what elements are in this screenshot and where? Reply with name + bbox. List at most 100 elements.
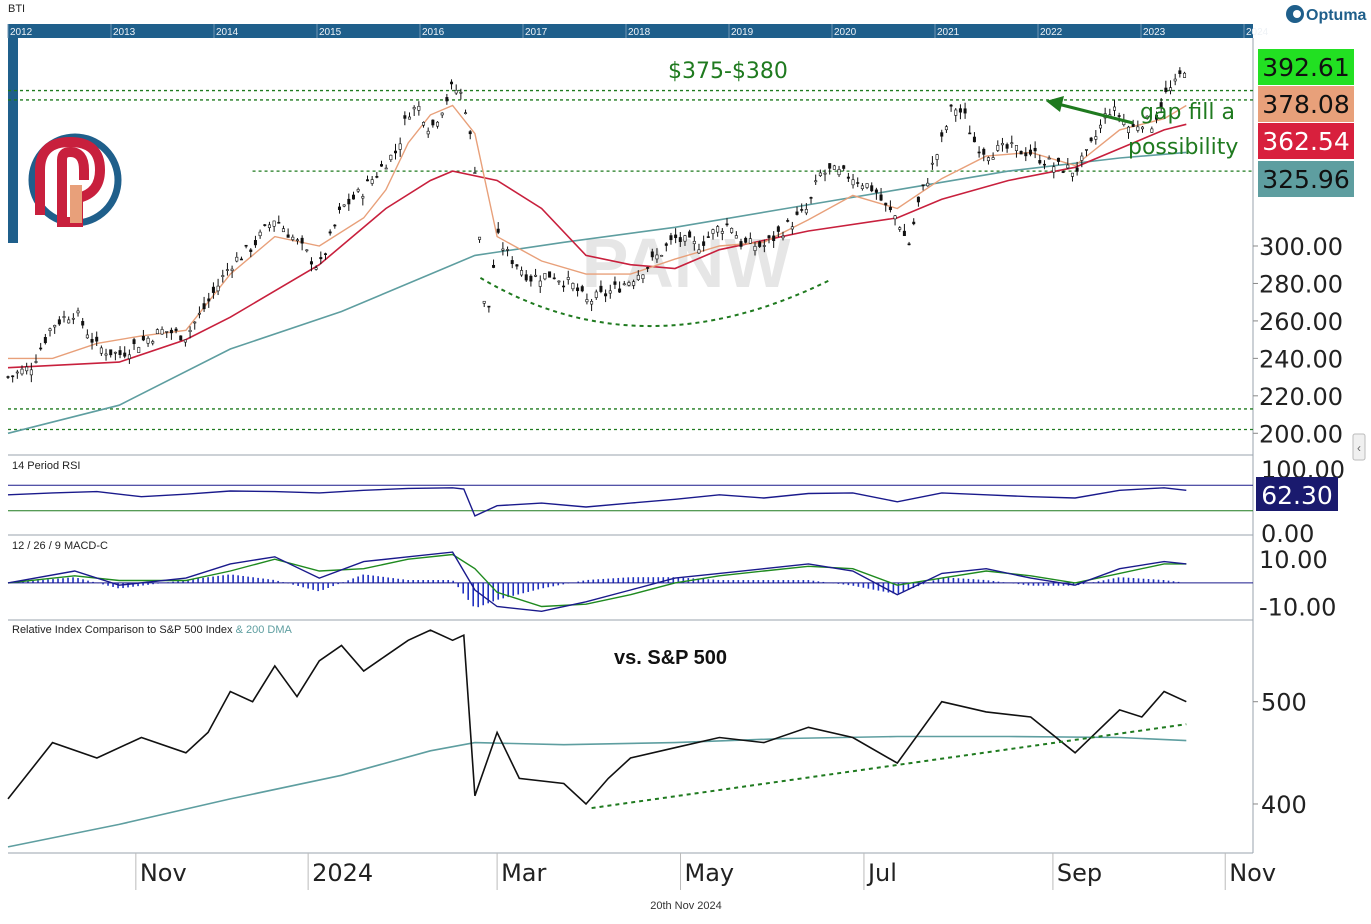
candle-body xyxy=(860,185,864,189)
candle-body xyxy=(99,347,103,354)
candle-body xyxy=(594,291,598,298)
macd-histogram xyxy=(12,574,1185,608)
gap-fill-label-line1: gap fill a xyxy=(1140,100,1235,125)
candle-body xyxy=(557,280,561,283)
candle-body xyxy=(62,316,66,318)
price-pane[interactable]: PANW 200.00220.00240.00260.00280.00300.0… xyxy=(6,49,1354,448)
overview-band[interactable]: 2012 2013 2014 2015 2016 2017 2018 2019 2020 2021… xyxy=(7,24,1269,38)
rsi-value-label: 62.30 xyxy=(1261,481,1333,510)
candle-body xyxy=(804,209,808,214)
candle-body xyxy=(674,234,678,239)
candle-body xyxy=(57,319,61,325)
relative-pane[interactable]: Relative Index Comparison to S&P 500 Ind… xyxy=(7,624,1307,848)
candle-body xyxy=(678,237,682,242)
macd-pane-title: 12 / 26 / 9 MACD-C xyxy=(12,540,108,552)
candle-body xyxy=(347,198,351,205)
candle-body xyxy=(295,239,299,242)
candle-body xyxy=(510,260,514,265)
candle-body xyxy=(464,112,468,115)
rsi-pane[interactable]: 14 Period RSI 100.000.00 62.30 xyxy=(7,456,1345,548)
macd-tick-label: 10.00 xyxy=(1259,546,1328,574)
overview-year-label: 2022 xyxy=(1040,27,1063,38)
x-tick-label: 2024 xyxy=(312,859,373,887)
candle-body xyxy=(786,220,790,222)
candle-body xyxy=(585,299,589,303)
candle-body xyxy=(538,280,542,287)
candle-body xyxy=(1164,87,1168,92)
candle-body xyxy=(963,108,967,114)
macd-y-axis: 10.00 -10.00 xyxy=(1259,546,1336,621)
relative-annotation-label: vs. S&P 500 xyxy=(614,647,727,669)
candle-body xyxy=(1127,126,1131,133)
candle-body xyxy=(660,254,664,257)
candle-body xyxy=(230,268,234,271)
candle-body xyxy=(1178,70,1182,74)
x-tick-label: May xyxy=(685,859,735,887)
candle-body xyxy=(309,261,313,265)
candle-body xyxy=(991,157,995,160)
candle-body xyxy=(972,136,976,143)
candle-body xyxy=(431,119,435,126)
candle-body xyxy=(664,243,668,246)
candle-body xyxy=(739,241,743,247)
candle-body xyxy=(576,287,580,292)
candle-body xyxy=(921,184,925,187)
price-badge-label: 378.08 xyxy=(1262,90,1349,119)
ma50-series-line xyxy=(7,123,1187,369)
candle-body xyxy=(632,281,636,286)
price-badge-label: 362.54 xyxy=(1262,127,1349,156)
candle-body xyxy=(48,328,52,331)
candle-body xyxy=(319,257,323,260)
candle-body xyxy=(370,179,374,184)
candle-body xyxy=(445,97,449,102)
candle-body xyxy=(25,366,29,372)
price-tick-label: 260.00 xyxy=(1259,308,1343,336)
candle-body xyxy=(1098,124,1102,129)
candle-body xyxy=(422,122,426,126)
candle-body xyxy=(1094,136,1098,140)
candle-body xyxy=(53,324,57,328)
candle-body xyxy=(202,303,206,310)
price-badge xyxy=(1258,49,1354,85)
candle-body xyxy=(221,275,225,277)
candle-body xyxy=(398,143,402,150)
candle-body xyxy=(790,226,794,230)
candle-body xyxy=(982,148,986,155)
candle-body xyxy=(113,351,117,354)
candle-body xyxy=(622,283,626,286)
candle-body xyxy=(76,310,80,314)
candle-body xyxy=(767,235,771,239)
candle-body xyxy=(590,301,594,305)
candle-body xyxy=(907,243,911,246)
candle-body xyxy=(1070,172,1074,177)
candle-body xyxy=(599,285,603,292)
candle-body xyxy=(1150,128,1154,133)
overview-bar[interactable] xyxy=(8,24,1253,38)
candle-body xyxy=(468,131,472,135)
candle-body xyxy=(90,339,94,343)
logo-bar xyxy=(8,38,18,243)
optuma-brand[interactable]: Optuma xyxy=(1286,5,1367,24)
candle-body xyxy=(258,231,262,237)
candle-body xyxy=(1173,78,1177,82)
candle-body xyxy=(342,204,346,207)
candle-body xyxy=(613,281,617,285)
support-resistance-lines xyxy=(8,89,1253,431)
candle-body xyxy=(249,249,253,252)
gap-fill-arrow xyxy=(1046,96,1134,125)
candle-body xyxy=(1014,145,1018,151)
candle-body xyxy=(1169,87,1173,92)
macd-pane[interactable]: 12 / 26 / 9 MACD-C 10.00 -10.00 xyxy=(7,540,1336,622)
candle-body xyxy=(828,163,832,169)
candle-body xyxy=(151,341,155,344)
candle-body xyxy=(823,172,827,175)
candle-body xyxy=(104,353,108,356)
candle-body xyxy=(137,347,141,353)
candle-body xyxy=(776,226,780,232)
candle-body xyxy=(389,154,393,161)
collapse-handle[interactable]: ‹ xyxy=(1352,433,1366,461)
candle-body xyxy=(870,185,874,192)
candle-body xyxy=(837,169,841,176)
rsi-value-badge: 62.30 xyxy=(1256,477,1338,511)
candle-body xyxy=(365,179,369,182)
